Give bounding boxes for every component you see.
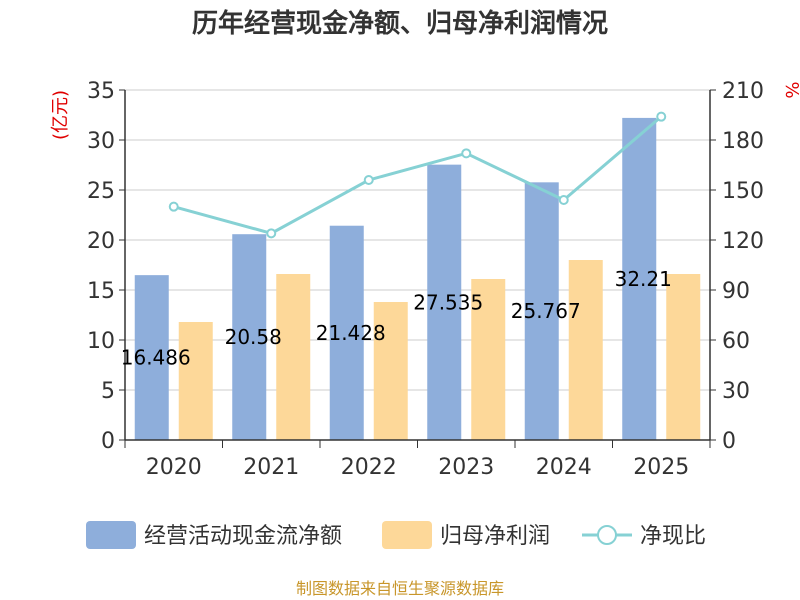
ratio-point bbox=[266, 228, 277, 239]
bar-cashflow bbox=[622, 117, 657, 441]
bars bbox=[134, 117, 701, 441]
bar-netprofit bbox=[178, 322, 213, 440]
gridlines bbox=[125, 89, 710, 441]
x-tick-label: 2025 bbox=[633, 455, 689, 480]
y-right-tick-label: 60 bbox=[722, 329, 750, 354]
bar-netprofit bbox=[373, 302, 408, 440]
y-right-tick-label: 210 bbox=[722, 79, 764, 104]
bar-netprofit bbox=[471, 279, 506, 440]
bar-cashflow bbox=[524, 182, 559, 440]
x-tick-label: 2021 bbox=[243, 455, 299, 480]
legend-label-cashflow: 经营活动现金流净额 bbox=[144, 524, 342, 549]
legend-label-ratio: 净现比 bbox=[640, 524, 706, 549]
chart-title: 历年经营现金净额、归母净利润情况 bbox=[192, 8, 608, 39]
x-tick-label: 2022 bbox=[341, 455, 397, 480]
y-left-tick-label: 35 bbox=[87, 79, 115, 104]
y-left-tick-label: 0 bbox=[101, 429, 115, 454]
y-left-label: (亿元) bbox=[50, 90, 71, 140]
y-left-tick-label: 30 bbox=[87, 129, 115, 154]
ratio-point bbox=[461, 148, 472, 159]
legend-swatch-cashflow bbox=[86, 521, 136, 549]
bar-cashflow bbox=[232, 234, 267, 440]
ratio-point bbox=[558, 195, 569, 205]
ratio-point bbox=[656, 111, 667, 122]
y-left-tick-label: 20 bbox=[87, 229, 115, 254]
data-label-cashflow: 16.486 bbox=[121, 346, 191, 370]
bar-netprofit bbox=[666, 274, 701, 440]
y-right-tick-label: 0 bbox=[722, 429, 736, 454]
bar-netprofit bbox=[568, 260, 603, 440]
legend-swatch-netprofit bbox=[382, 521, 432, 549]
bar-cashflow bbox=[329, 225, 364, 440]
source-note: 制图数据来自恒生聚源数据库 bbox=[296, 579, 504, 598]
x-tick-label: 2024 bbox=[536, 455, 592, 480]
bar-cashflow bbox=[427, 164, 462, 440]
legend-label-netprofit: 归母净利润 bbox=[440, 524, 550, 549]
data-label-cashflow: 20.58 bbox=[225, 325, 282, 349]
y-right-tick-label: 120 bbox=[722, 229, 764, 254]
x-tick-label: 2020 bbox=[146, 455, 202, 480]
y-left-tick-label: 15 bbox=[87, 279, 115, 304]
ratio-point bbox=[363, 175, 374, 185]
y-right-tick-label: 180 bbox=[722, 129, 764, 154]
y-right-tick-label: 90 bbox=[722, 279, 750, 304]
ratio-point bbox=[168, 201, 179, 212]
y-left-tick-label: 5 bbox=[101, 379, 115, 404]
data-label-cashflow: 32.21 bbox=[615, 267, 672, 291]
ratio-line-path bbox=[173, 115, 663, 235]
y-right-tick-label: 150 bbox=[722, 179, 764, 204]
data-label-cashflow: 27.535 bbox=[413, 290, 483, 314]
y-right-tick-label: 30 bbox=[722, 379, 750, 404]
legend: 经营活动现金流净额 归母净利润 净现比 bbox=[86, 521, 706, 549]
y-left-tick-label: 25 bbox=[87, 179, 115, 204]
bar-netprofit bbox=[276, 274, 311, 440]
legend-marker-ratio bbox=[597, 525, 617, 545]
data-label-cashflow: 21.428 bbox=[316, 321, 386, 345]
bar-cashflow bbox=[134, 275, 169, 440]
y-left-tick-label: 10 bbox=[87, 329, 115, 354]
ratio-line bbox=[168, 111, 667, 239]
y-right-label: % bbox=[781, 81, 800, 98]
data-label-cashflow: 25.767 bbox=[511, 299, 581, 323]
data-labels: 16.486 20.58 21.428 27.535 25.767 32.21 bbox=[121, 267, 672, 370]
x-tick-label: 2023 bbox=[438, 455, 494, 480]
